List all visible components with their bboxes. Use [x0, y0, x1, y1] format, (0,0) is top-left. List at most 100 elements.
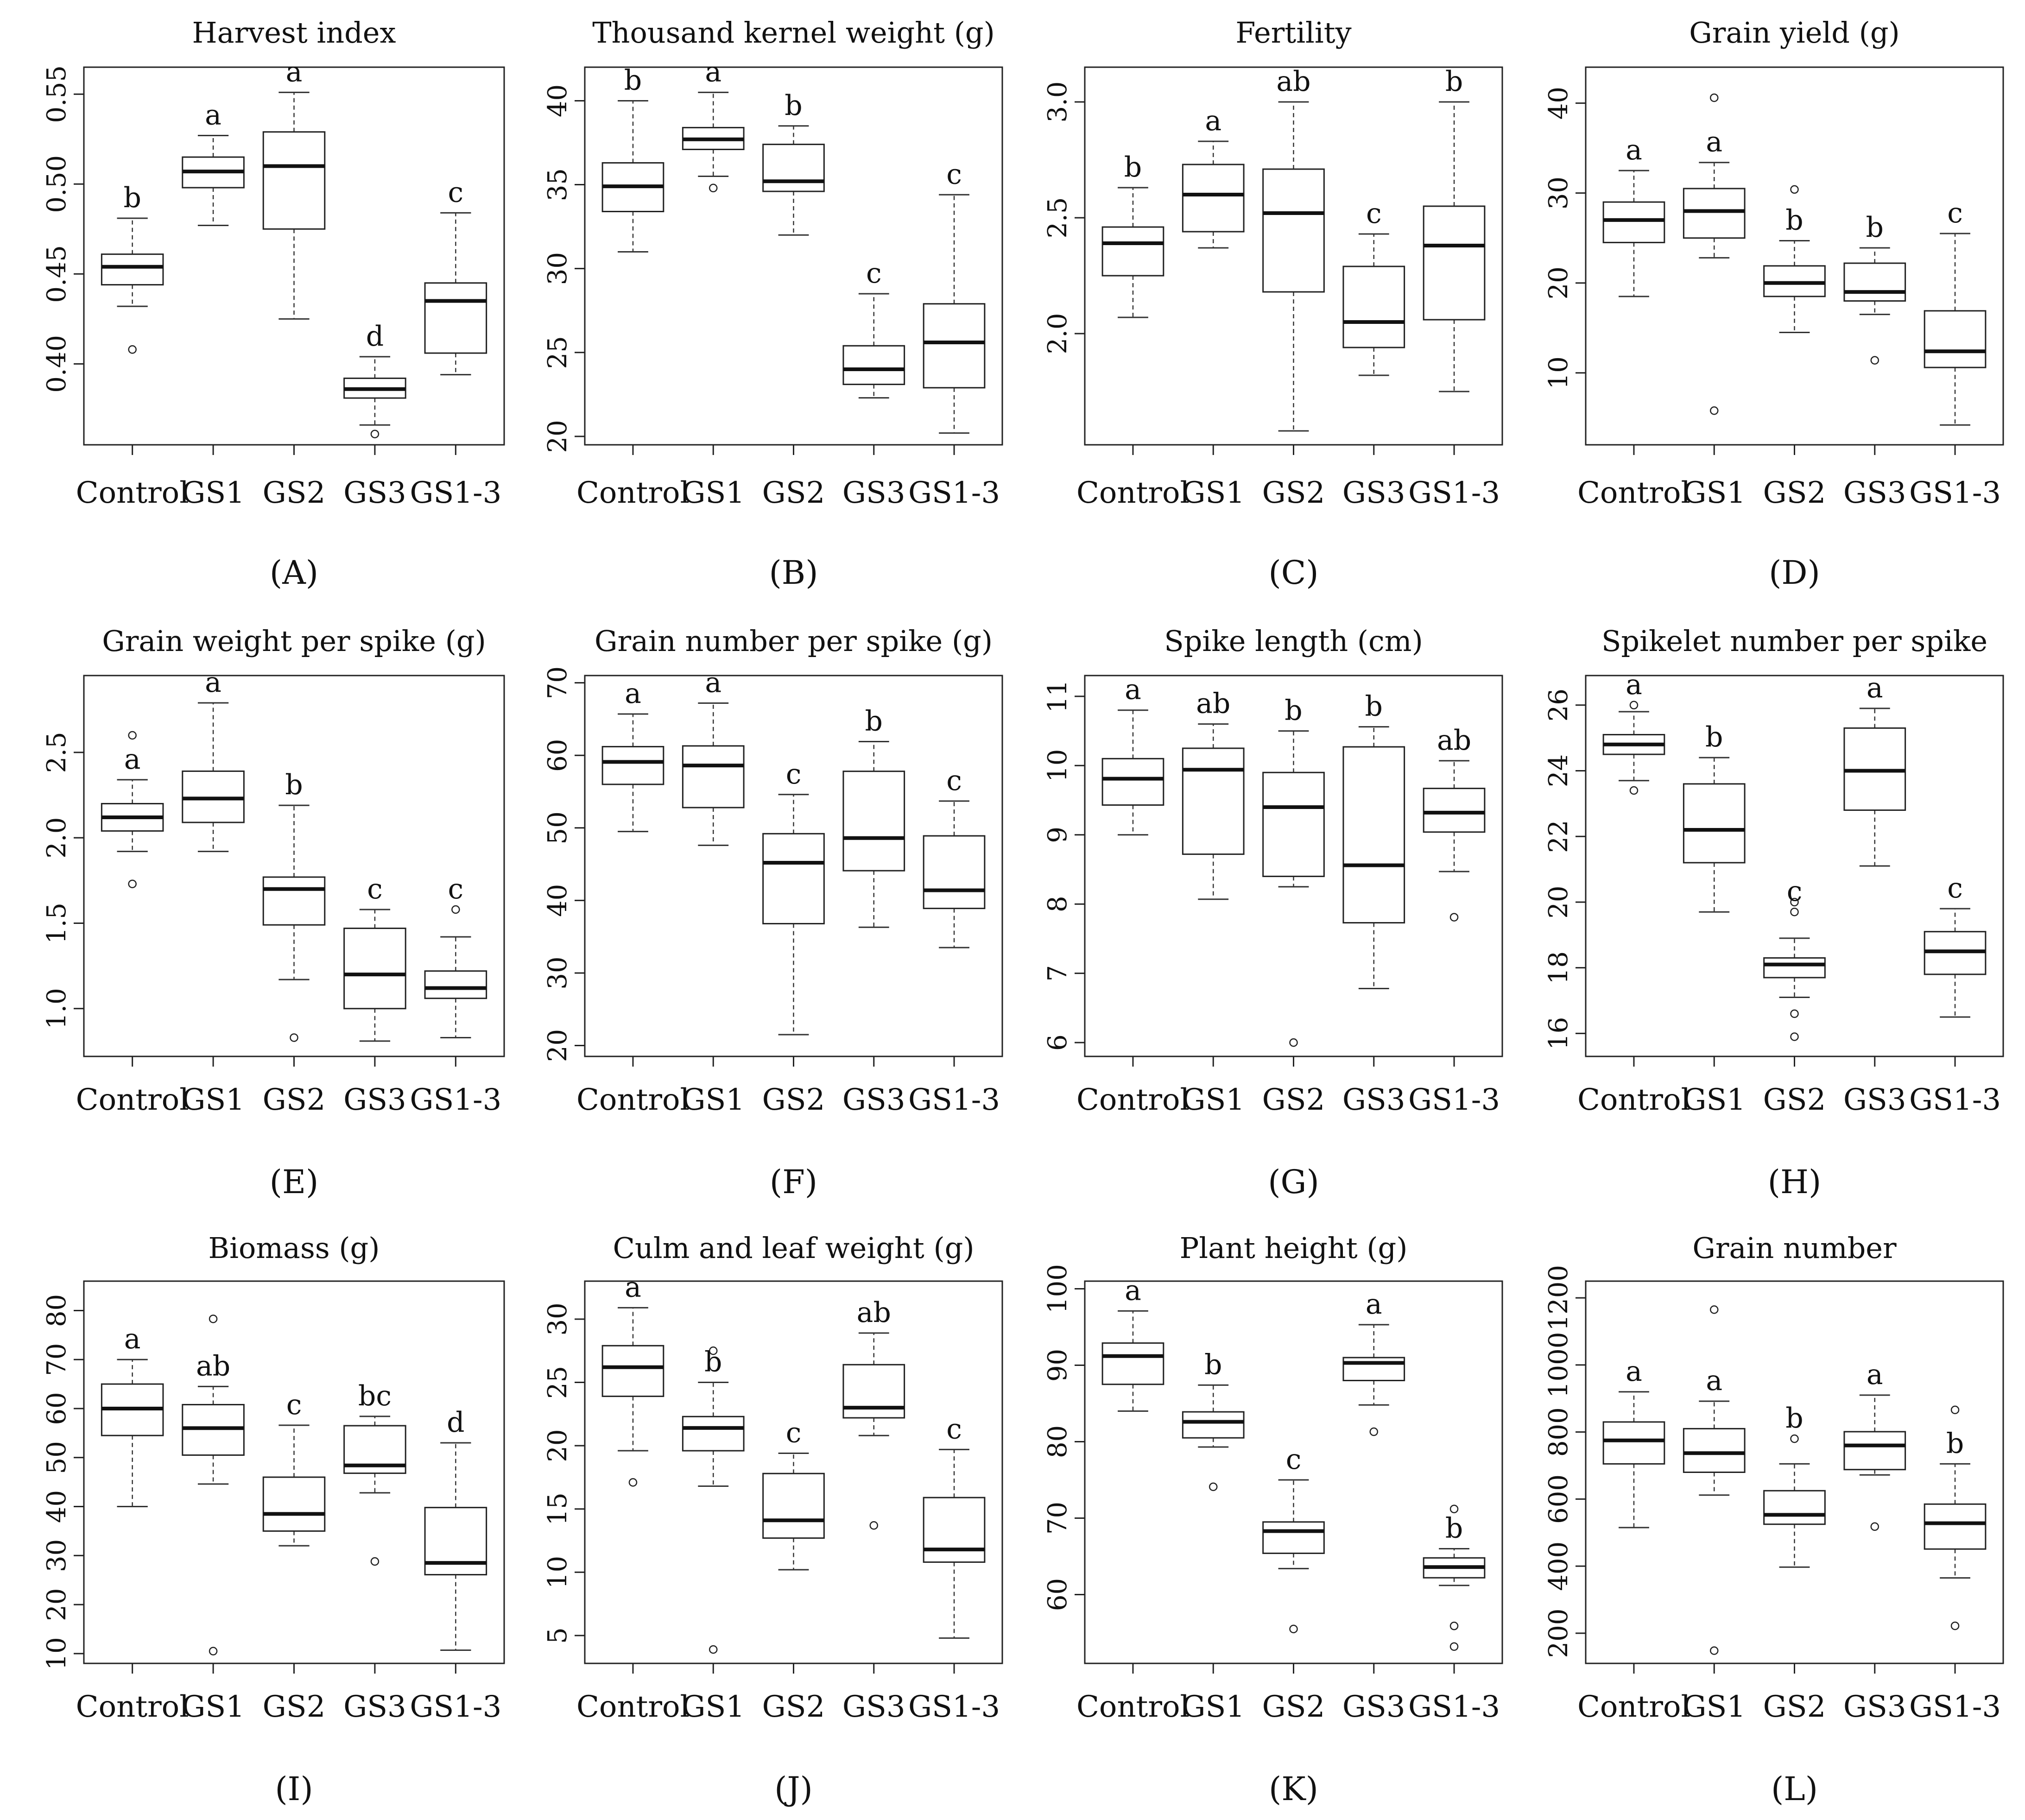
box-iqr [601, 746, 664, 785]
x-category-label: Control [1076, 1690, 1190, 1724]
outlier-point [128, 345, 137, 354]
x-category-label: GS1-3 [410, 1083, 501, 1117]
box-control: a [601, 1271, 664, 1487]
y-tick-label: 800 [1544, 1407, 1574, 1457]
significance-letter: c [786, 1417, 802, 1449]
y-tick-label: 200 [1544, 1608, 1574, 1658]
significance-letter: a [1626, 1355, 1642, 1388]
box-gs1: a [182, 99, 245, 227]
significance-letter: c [1286, 1443, 1302, 1476]
significance-letter: a [1706, 1365, 1722, 1397]
x-category-label: GS1-3 [1408, 1690, 1500, 1724]
significance-letter: a [124, 1323, 141, 1355]
significance-letter: b [1785, 1402, 1803, 1435]
significance-letter: b [1445, 1512, 1463, 1545]
box-gs2: b [762, 89, 825, 236]
significance-letter: b [285, 769, 303, 801]
significance-letter: a [1205, 105, 1221, 137]
y-tick-label: 0.55 [42, 65, 72, 123]
y-tick-label: 400 [1544, 1542, 1574, 1591]
outlier-point [1790, 897, 1799, 907]
significance-letter: b [785, 89, 802, 122]
significance-letter: c [866, 257, 882, 290]
y-tick-label: 1200 [1544, 1265, 1574, 1331]
box-gs1-3: c [923, 1413, 986, 1639]
significance-letter: b [1946, 1427, 1964, 1460]
significance-letter: c [367, 873, 383, 905]
y-tick-label: 0.40 [42, 335, 72, 393]
panel-label: (D) [1769, 554, 1820, 592]
chart-title: Grain number [1692, 1231, 1897, 1265]
y-tick-label: 18 [1544, 951, 1574, 984]
y-tick-label: 90 [1043, 1349, 1073, 1382]
x-category-label: GS1-3 [908, 476, 1000, 510]
outlier-point [1870, 1522, 1879, 1531]
y-tick-label: 100 [1043, 1264, 1073, 1314]
y-tick-label: 10 [1043, 749, 1073, 782]
outlier-point [1629, 701, 1639, 710]
box-iqr [1262, 168, 1325, 293]
box-control: a [601, 677, 664, 833]
box-gs3: c [343, 873, 406, 1042]
y-tick-label: 20 [543, 1429, 573, 1462]
significance-letter: a [1867, 672, 1883, 704]
significance-letter: b [1785, 204, 1803, 237]
chart-panel-b: Thousand kernel weight (g) 20 25 30 35 40 Cont… [543, 16, 1003, 592]
x-category-label: GS1-3 [1408, 1083, 1500, 1117]
significance-letter: a [625, 1271, 641, 1303]
x-category-label: GS1-3 [410, 1690, 501, 1724]
box-gs2: ab [1262, 65, 1325, 432]
x-category-label: Control [76, 1083, 189, 1117]
x-category-label: GS2 [1763, 476, 1826, 510]
x-category-label: GS3 [842, 1690, 905, 1724]
y-tick-label: 60 [543, 739, 573, 772]
y-tick-label: 30 [1544, 177, 1574, 209]
x-category-label: GS3 [1342, 1083, 1405, 1117]
box-gs1-3: c [923, 765, 986, 948]
x-category-label: GS1-3 [908, 1690, 1000, 1724]
box-iqr [343, 928, 406, 1010]
y-tick-label: 0.45 [42, 245, 72, 303]
x-category-label: GS3 [842, 476, 905, 510]
significance-letter: ab [196, 1350, 230, 1382]
x-category-label: GS3 [1342, 1690, 1405, 1724]
outlier-point [709, 1645, 718, 1654]
box-gs2: b [1763, 185, 1826, 333]
box-gs1: ab [182, 1314, 245, 1656]
box-iqr [1182, 747, 1245, 855]
box-iqr [842, 1364, 905, 1419]
box-iqr [762, 833, 825, 924]
significance-letter: c [448, 176, 464, 209]
box-gs3: a [1843, 1359, 1906, 1531]
box-gs1: b [1182, 1348, 1245, 1491]
chart-title: Thousand kernel weight (g) [592, 16, 995, 50]
panel-label: (B) [769, 554, 818, 592]
chart-title: Fertility [1235, 16, 1351, 50]
panel-label: (A) [270, 554, 318, 592]
outlier-point [869, 1521, 879, 1530]
box-gs1-3: c [1924, 197, 1987, 426]
box-iqr [762, 144, 825, 192]
significance-letter: b [1705, 721, 1723, 753]
panel-label: (C) [1268, 554, 1318, 592]
box-gs3: b [1342, 690, 1405, 990]
y-tick-label: 15 [543, 1492, 573, 1525]
box-iqr [1423, 788, 1486, 833]
box-iqr [1101, 758, 1164, 806]
outlier-point [1709, 406, 1719, 415]
significance-letter: b [1866, 211, 1884, 244]
box-iqr [682, 745, 745, 809]
x-category-label: Control [576, 476, 690, 510]
outlier-point [370, 430, 380, 438]
chart-title: Spikelet number per spike [1601, 624, 1987, 658]
box-iqr [101, 253, 164, 286]
chart-title: Biomass (g) [209, 1231, 380, 1265]
x-category-label: GS1 [682, 476, 745, 510]
x-category-label: GS3 [842, 1083, 905, 1117]
box-iqr [1602, 201, 1665, 243]
y-tick-label: 70 [42, 1343, 72, 1376]
box-control: a [1602, 669, 1665, 795]
box-iqr [1101, 1342, 1164, 1385]
